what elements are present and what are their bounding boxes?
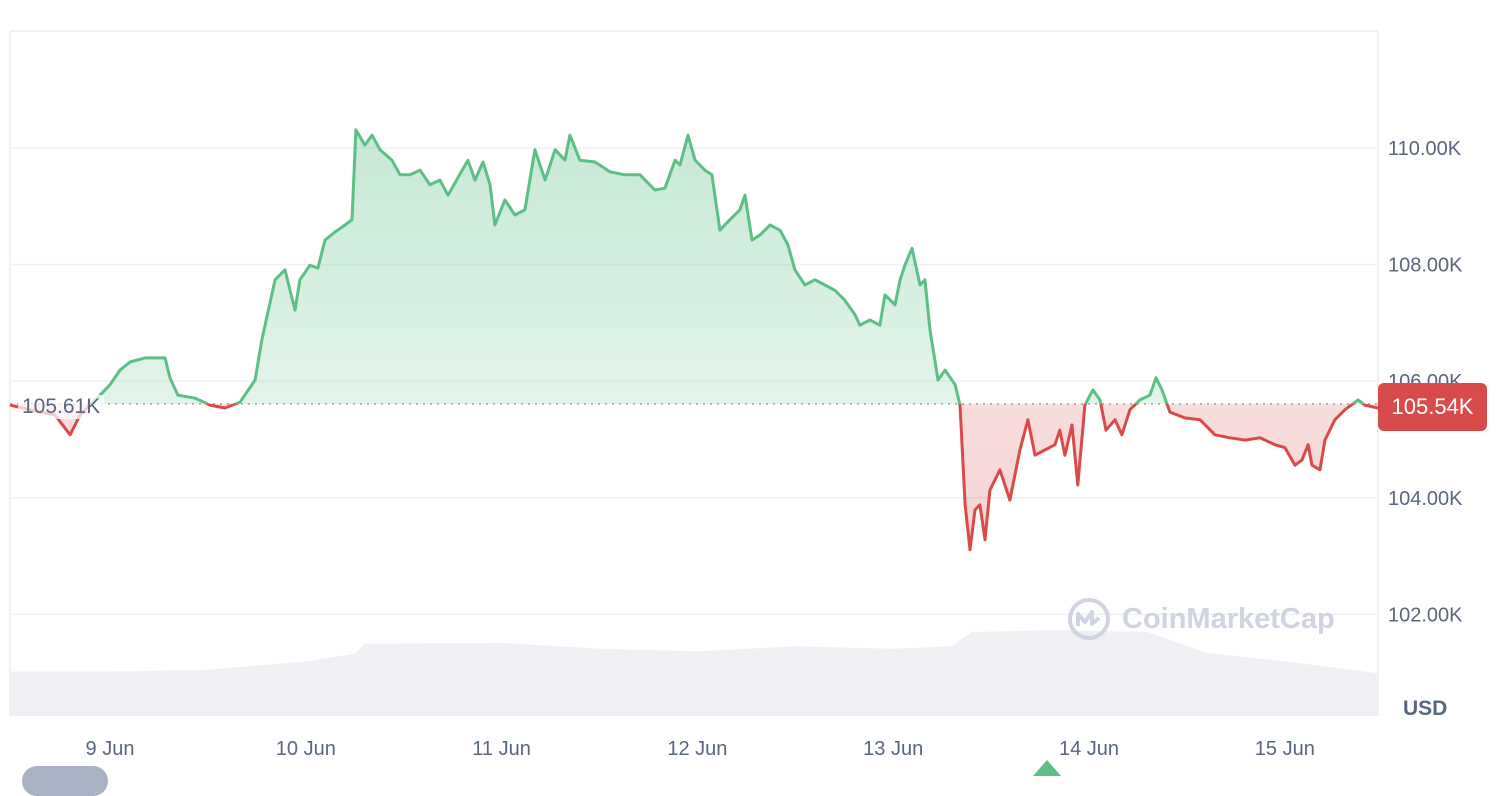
x-tick-label: 13 Jun xyxy=(863,738,923,760)
y-tick-label: 110.00K xyxy=(1388,138,1462,160)
open-price-label: 105.61K xyxy=(18,395,105,419)
x-tick-label: 10 Jun xyxy=(276,738,336,760)
y-tick-label: 108.00K xyxy=(1388,255,1463,277)
current-price-badge: 105.54K xyxy=(1378,383,1487,431)
x-tick-label: 12 Jun xyxy=(667,738,727,760)
coinmarketcap-logo-icon xyxy=(1068,598,1110,640)
volume-area xyxy=(9,630,1379,716)
x-tick-label: 11 Jun xyxy=(472,738,531,760)
currency-label: USD xyxy=(1403,697,1448,720)
range-toggle-button[interactable] xyxy=(22,766,108,796)
price-line-up xyxy=(10,128,1367,404)
x-tick-label: 14 Jun xyxy=(1059,738,1119,760)
event-marker-icon[interactable] xyxy=(1033,760,1061,776)
y-tick-label: 102.00K xyxy=(1388,604,1463,626)
y-tick-label: 104.00K xyxy=(1388,488,1463,510)
x-tick-label: 9 Jun xyxy=(86,738,135,760)
area-below-open xyxy=(9,403,1378,550)
price-line-down xyxy=(9,403,1378,552)
x-tick-label: 15 Jun xyxy=(1255,738,1315,760)
watermark-text: CoinMarketCap xyxy=(1122,602,1335,635)
area-above-open xyxy=(9,129,1378,404)
watermark: CoinMarketCap xyxy=(1066,596,1335,642)
